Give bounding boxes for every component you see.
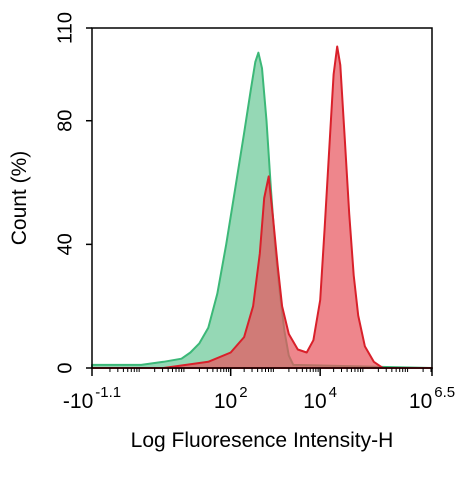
axis-layer: 0 40 80 110 -10 -1.1 10 2 10 4 10 6.5	[54, 12, 455, 413]
y-tick-label: 40	[54, 233, 76, 255]
y-tick-label: 110	[54, 12, 76, 44]
x-tick-label: 10 4	[303, 384, 337, 413]
x-tick-label: 10 2	[214, 384, 248, 413]
y-tick-label: 0	[54, 362, 76, 373]
series-layer	[91, 45, 433, 369]
y-axis-title: Count (%)	[8, 151, 31, 246]
x-axis-title: Log Fluoresence Intensity-H	[131, 429, 394, 452]
x-tick-label: -10 -1.1	[63, 384, 121, 413]
histogram-series-2	[91, 45, 433, 369]
y-tick-label: 80	[54, 110, 76, 132]
x-tick-label: 10 6.5	[409, 384, 455, 413]
